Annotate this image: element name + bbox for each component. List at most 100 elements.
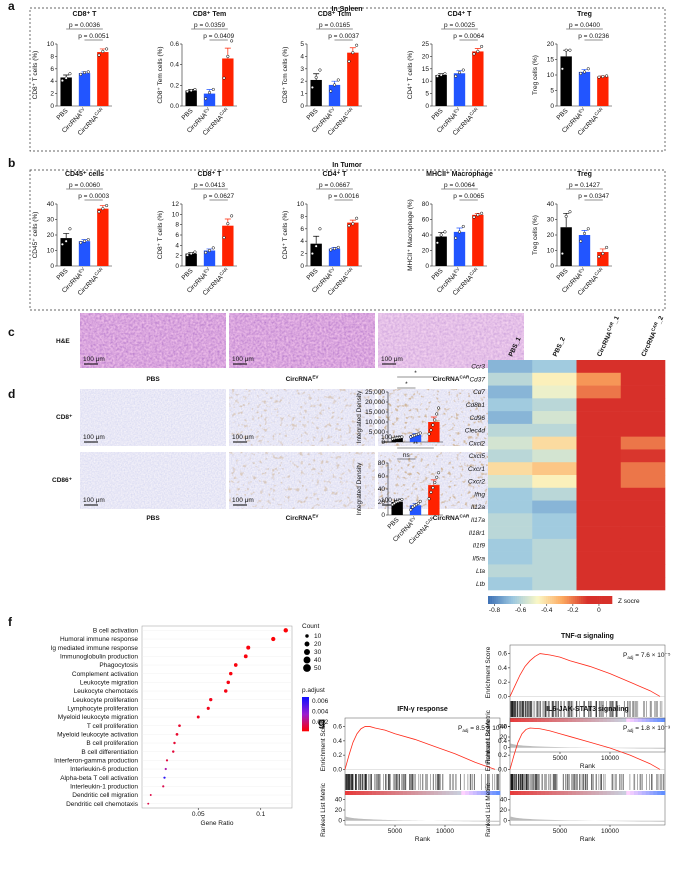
dot [162, 785, 165, 788]
dot [229, 671, 233, 676]
y-tick-label: 0.6 [498, 651, 507, 658]
rank-strip [510, 718, 515, 722]
heatmap-cell [620, 411, 666, 425]
y-tick-label: 5 [550, 88, 554, 95]
significance-label: p = 0.0409 [203, 33, 234, 40]
rank-strip [348, 791, 354, 795]
rank-strip [345, 791, 350, 795]
bar [578, 71, 591, 106]
significance-label: p = 0.0065 [453, 193, 484, 200]
label-part: EV [78, 266, 87, 275]
label-part: EV [578, 106, 587, 115]
rank-strip [606, 791, 612, 795]
colorbar-step [552, 596, 555, 604]
scale-bar-label: 100 μm [232, 356, 254, 363]
x-tick-label: PBS [305, 107, 320, 122]
legend-title: p.adjust [302, 687, 325, 694]
y-tick-label: Alpha-beta T cell activation [60, 775, 138, 782]
rank-strip [376, 791, 381, 795]
rank-strip [445, 791, 450, 795]
y-tick-label: 0 [381, 512, 385, 519]
colorbar-step [302, 717, 309, 719]
colorbar-tick-label: -0.6 [515, 607, 527, 614]
data-point [105, 47, 109, 51]
data-point [457, 70, 462, 75]
y-axis-label: MHCII⁺ Macrophage (%) [407, 199, 414, 271]
image-group-label: CircRNACAR [433, 375, 470, 384]
error-bar [63, 233, 70, 239]
data-point [461, 224, 465, 229]
y-tick-label: 10 [422, 78, 430, 85]
image-group-label: CircRNAEV [286, 514, 319, 523]
y-tick-label: 0.2 [333, 752, 342, 759]
legend-dot [303, 648, 311, 656]
row-label: Clec4d [465, 428, 486, 435]
legend-label: 10 [314, 633, 322, 640]
row-label: Ifng [474, 491, 485, 498]
label-part: CircRNA [286, 515, 313, 522]
colorbar-step [543, 596, 547, 604]
bar [328, 84, 341, 106]
heatmap-cell [532, 551, 577, 565]
rank-strip [626, 718, 631, 722]
data-point [431, 486, 435, 490]
data-point [601, 75, 605, 79]
heatmap-cell [532, 564, 577, 578]
data-point [101, 49, 105, 53]
rank-strip [606, 718, 612, 722]
data-point [472, 52, 476, 56]
y-tick-label: 0 [338, 818, 342, 825]
row-label: Cd96 [469, 415, 485, 422]
colorbar-step [605, 596, 609, 604]
label-part: CircRNA [433, 515, 460, 522]
label-part: CAR [218, 106, 229, 117]
heatmap-cell [532, 538, 577, 552]
heatmap-cell [620, 423, 666, 437]
plot-frame [509, 717, 666, 826]
colorbar-step [589, 596, 592, 604]
y-tick-label: 30 [547, 217, 555, 224]
error-bar [599, 248, 606, 253]
data-point [579, 71, 583, 75]
rank-strip [599, 718, 604, 722]
chart-title: IFN-γ response [397, 706, 448, 713]
rank-strip [618, 791, 623, 795]
y-tick-label: 0 [175, 263, 179, 270]
rank-strip [614, 718, 619, 722]
data-point [476, 213, 480, 217]
heatmap-cell [620, 462, 666, 476]
colorbar-step [547, 596, 551, 604]
significance-label: p = 0.0165 [319, 22, 350, 29]
panel-box [29, 7, 666, 152]
y-tick-label: 15,000 [365, 409, 385, 416]
y-tick-label: 30 [47, 217, 55, 224]
panel-letter: b [8, 156, 15, 170]
x-axis-label: Rank [415, 836, 431, 843]
data-point [597, 255, 601, 259]
metric-area [510, 743, 665, 749]
rank-strip [480, 791, 485, 795]
rank-strip [430, 791, 435, 795]
significance-label: p = 0.0064 [453, 33, 484, 40]
rank-strip [517, 791, 522, 795]
colorbar-step [570, 596, 574, 604]
bar [578, 235, 591, 266]
micrograph [378, 313, 524, 368]
row-label: Cd7 [473, 389, 485, 396]
label-part: CircRNA [286, 376, 313, 383]
y-tick-label: Interleukin-6 production [70, 766, 138, 773]
colorbar-step [595, 596, 598, 604]
y-tick-label: Myeloid leukocyte activation [57, 732, 138, 739]
y-tick-label: 4 [300, 238, 304, 245]
rank-strip [630, 718, 635, 722]
label-part: CAR [468, 266, 479, 277]
significance-label: p = 0.0016 [328, 193, 359, 200]
label-part: P [623, 725, 627, 732]
data-point [601, 252, 605, 256]
rank-strip [517, 718, 522, 722]
data-point [560, 252, 564, 256]
label-part: _2 [655, 315, 665, 326]
data-point [461, 68, 465, 72]
y-tick-label: 0.6 [333, 724, 342, 731]
heatmap-cell [576, 398, 622, 412]
